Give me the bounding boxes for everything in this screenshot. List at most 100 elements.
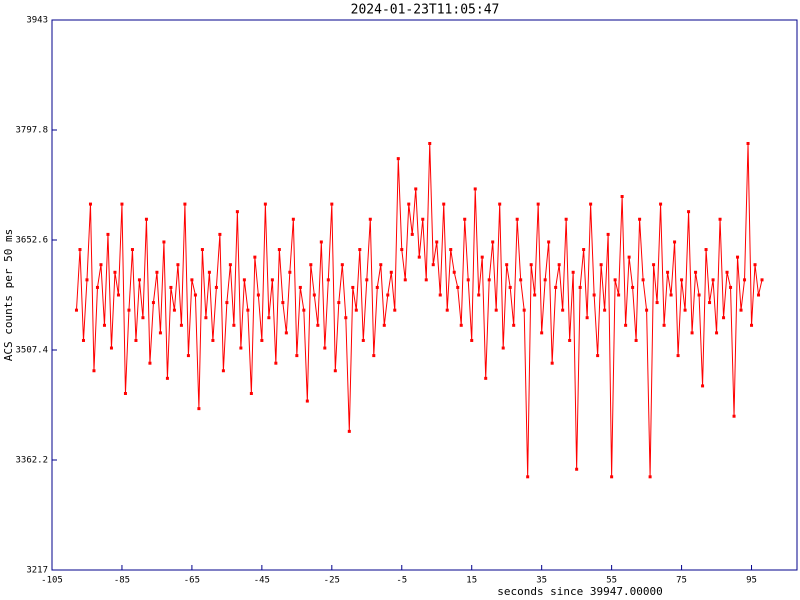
data-point <box>760 278 764 282</box>
data-point <box>687 210 691 214</box>
data-point <box>232 323 236 327</box>
y-tick-label: 3652.6 <box>15 236 48 246</box>
data-point <box>480 255 484 259</box>
y-tick-label: 3943 <box>26 16 48 26</box>
data-point <box>113 270 117 274</box>
x-tick-label: -5 <box>396 576 407 586</box>
data-point <box>512 323 516 327</box>
data-point <box>165 376 169 380</box>
data-point <box>78 248 82 252</box>
data-point <box>631 285 635 289</box>
data-point <box>249 391 253 395</box>
data-point <box>487 278 491 282</box>
data-point <box>690 331 694 335</box>
plot-frame <box>51 19 798 571</box>
data-point <box>722 316 726 320</box>
data-point <box>344 316 348 320</box>
data-point <box>634 338 638 342</box>
data-point <box>543 278 547 282</box>
data-point <box>708 301 712 305</box>
data-point <box>214 285 218 289</box>
data-point <box>309 263 313 267</box>
data-point <box>533 293 537 297</box>
data-point <box>295 354 299 358</box>
data-point <box>246 308 250 312</box>
x-tick-label: 75 <box>676 576 687 586</box>
data-point <box>505 263 509 267</box>
data-point <box>701 384 705 388</box>
data-point <box>361 338 365 342</box>
data-point <box>372 354 376 358</box>
data-point <box>400 248 404 252</box>
data-point <box>459 323 463 327</box>
data-point <box>211 338 215 342</box>
data-point <box>267 316 271 320</box>
data-point <box>197 407 201 411</box>
chart-title: 2024-01-23T11:05:47 <box>351 3 500 18</box>
data-point <box>330 202 334 206</box>
data-point <box>652 263 656 267</box>
data-point <box>725 270 729 274</box>
data-point <box>659 202 663 206</box>
data-point <box>414 187 418 191</box>
data-point <box>323 346 327 350</box>
data-point <box>284 331 288 335</box>
data-point <box>375 285 379 289</box>
data-point <box>256 293 260 297</box>
data-point <box>305 399 309 403</box>
data-point <box>351 285 355 289</box>
data-point <box>568 338 572 342</box>
data-point <box>445 308 449 312</box>
data-point <box>148 361 152 365</box>
data-point <box>606 232 610 236</box>
data-point <box>326 278 330 282</box>
data-point <box>319 240 323 244</box>
x-tick-label: 35 <box>536 576 547 586</box>
data-point <box>592 293 596 297</box>
data-point <box>564 217 568 221</box>
data-point <box>473 187 477 191</box>
data-point <box>102 323 106 327</box>
data-point <box>218 232 222 236</box>
data-point <box>645 308 649 312</box>
data-point <box>74 308 78 312</box>
data-point <box>536 202 540 206</box>
data-point <box>183 202 187 206</box>
x-tick-label: -45 <box>254 576 270 586</box>
data-point <box>172 308 176 312</box>
data-point <box>452 270 456 274</box>
data-point <box>123 391 127 395</box>
x-tick-label: 95 <box>746 576 757 586</box>
data-point <box>109 346 113 350</box>
data-point <box>519 278 523 282</box>
data-point <box>144 217 148 221</box>
data-point <box>757 293 761 297</box>
data-point <box>428 141 432 145</box>
data-point <box>358 248 362 252</box>
y-tick-label: 3797.8 <box>15 126 48 136</box>
data-point <box>347 429 351 433</box>
data-point <box>704 248 708 252</box>
data-point <box>655 301 659 305</box>
data-point <box>410 232 414 236</box>
data-point <box>274 361 278 365</box>
data-point <box>676 354 680 358</box>
data-point <box>494 308 498 312</box>
data-point <box>365 278 369 282</box>
data-point <box>617 293 621 297</box>
data-point <box>120 202 124 206</box>
data-point <box>235 210 239 214</box>
data-point <box>470 338 474 342</box>
x-tick-label: -105 <box>41 576 63 586</box>
data-point <box>603 308 607 312</box>
data-point <box>694 270 698 274</box>
data-point <box>253 255 257 259</box>
x-axis-label: seconds since 39947.00000 <box>497 585 663 598</box>
data-point <box>522 308 526 312</box>
data-point <box>151 301 155 305</box>
x-tick-label: 55 <box>606 576 617 586</box>
data-point <box>99 263 103 267</box>
data-point <box>291 217 295 221</box>
data-point <box>417 255 421 259</box>
